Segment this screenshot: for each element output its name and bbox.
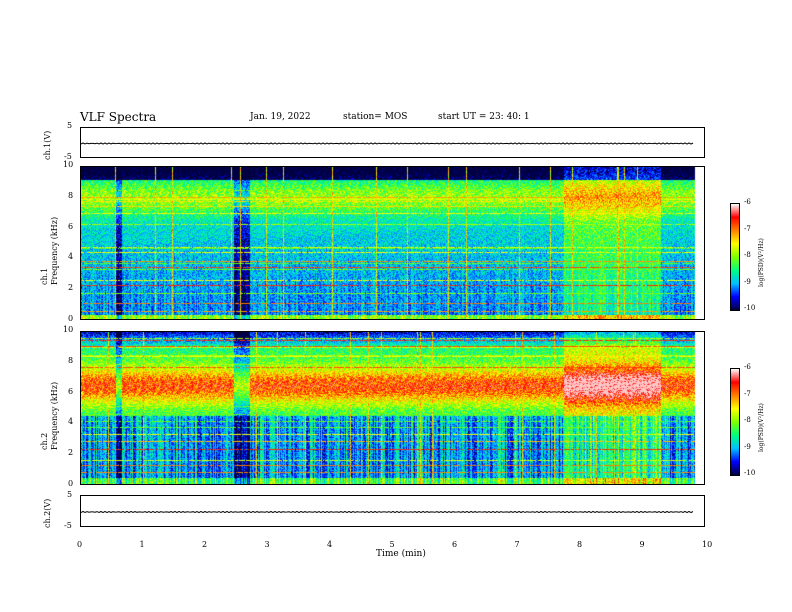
ch1-waveform-line (80, 142, 694, 145)
frequency-tick-label: 2 (68, 283, 74, 293)
date-label: Jan. 19, 2022 (250, 112, 311, 122)
ch2-spectrogram-panel (80, 331, 705, 485)
ch2-waveform-panel (80, 495, 705, 527)
ch1-spectrogram-panel (80, 166, 705, 320)
colorbar-tick-label: -7 (744, 389, 751, 398)
ch1-spectrogram-ylabel: ch.1 Frequency (kHz) (40, 216, 59, 285)
x-tick-label: 4 (327, 540, 333, 549)
frequency-tick-label: 6 (68, 221, 74, 231)
colorbar-tick-label: -8 (744, 416, 751, 424)
station-label: station= MOS (343, 112, 408, 122)
x-tick-label: 0 (77, 540, 83, 549)
x-tick-label: 7 (514, 540, 520, 549)
chart-title: VLF Spectra (80, 110, 157, 124)
x-tick-label: 9 (639, 540, 645, 549)
ch2-spectrogram-ylabel: ch.2 Frequency (kHz) (40, 381, 59, 450)
colorbar-tick-label: -9 (744, 277, 751, 286)
colorbar-tick-label: -6 (744, 363, 751, 371)
x-tick-label: 8 (577, 540, 583, 549)
ch2-colorbar (730, 368, 740, 476)
colorbar-tick-label: -8 (744, 251, 751, 259)
ch1-waveform-ylabel: ch.1(V) (43, 130, 52, 160)
colorbar-tick-label: -10 (744, 469, 756, 477)
x-tick-label: 3 (264, 540, 270, 549)
ch2-colorbar-label: log(PSD)(V²/Hz) (758, 403, 765, 452)
start-time-label: start UT = 23: 40: 1 (438, 112, 530, 122)
ch2-spectrogram (81, 332, 704, 484)
colorbar-tick-label: -10 (744, 304, 756, 312)
ch1-ytick-bottom: -5 (64, 152, 72, 161)
x-axis-label: Time (min) (376, 549, 426, 559)
ch1-waveform-panel (80, 127, 705, 158)
colorbar-tick-label: -6 (744, 198, 751, 206)
x-tick-label: 10 (702, 540, 713, 549)
x-tick-label: 1 (139, 540, 145, 549)
frequency-tick-label: 0 (68, 314, 74, 323)
frequency-tick-label: 10 (63, 325, 74, 334)
ch2-ytick-bottom: -5 (64, 521, 72, 530)
x-tick-label: 2 (202, 540, 208, 549)
ch1-colorbar (730, 203, 740, 311)
ch2-waveform-line (80, 510, 694, 514)
x-tick-label: 6 (452, 540, 458, 549)
frequency-tick-label: 6 (68, 386, 74, 396)
frequency-tick-label: 10 (63, 160, 74, 169)
frequency-tick-label: 4 (68, 417, 74, 427)
colorbar-tick-label: -9 (744, 442, 751, 451)
ch1-ytick-top: 5 (67, 121, 73, 130)
ch2-ytick-top: 5 (67, 490, 73, 499)
frequency-tick-label: 0 (68, 479, 74, 488)
x-tick-label: 5 (389, 540, 395, 549)
ch1-colorbar-label: log(PSD)(V²/Hz) (758, 238, 765, 287)
ch2-waveform-ylabel: ch.2(V) (43, 498, 52, 528)
frequency-tick-label: 8 (68, 355, 74, 365)
ch1-spectrogram (81, 167, 704, 319)
frequency-tick-label: 2 (68, 448, 74, 458)
frequency-tick-label: 8 (68, 190, 74, 200)
frequency-tick-label: 4 (68, 252, 74, 262)
colorbar-tick-label: -7 (744, 224, 751, 233)
